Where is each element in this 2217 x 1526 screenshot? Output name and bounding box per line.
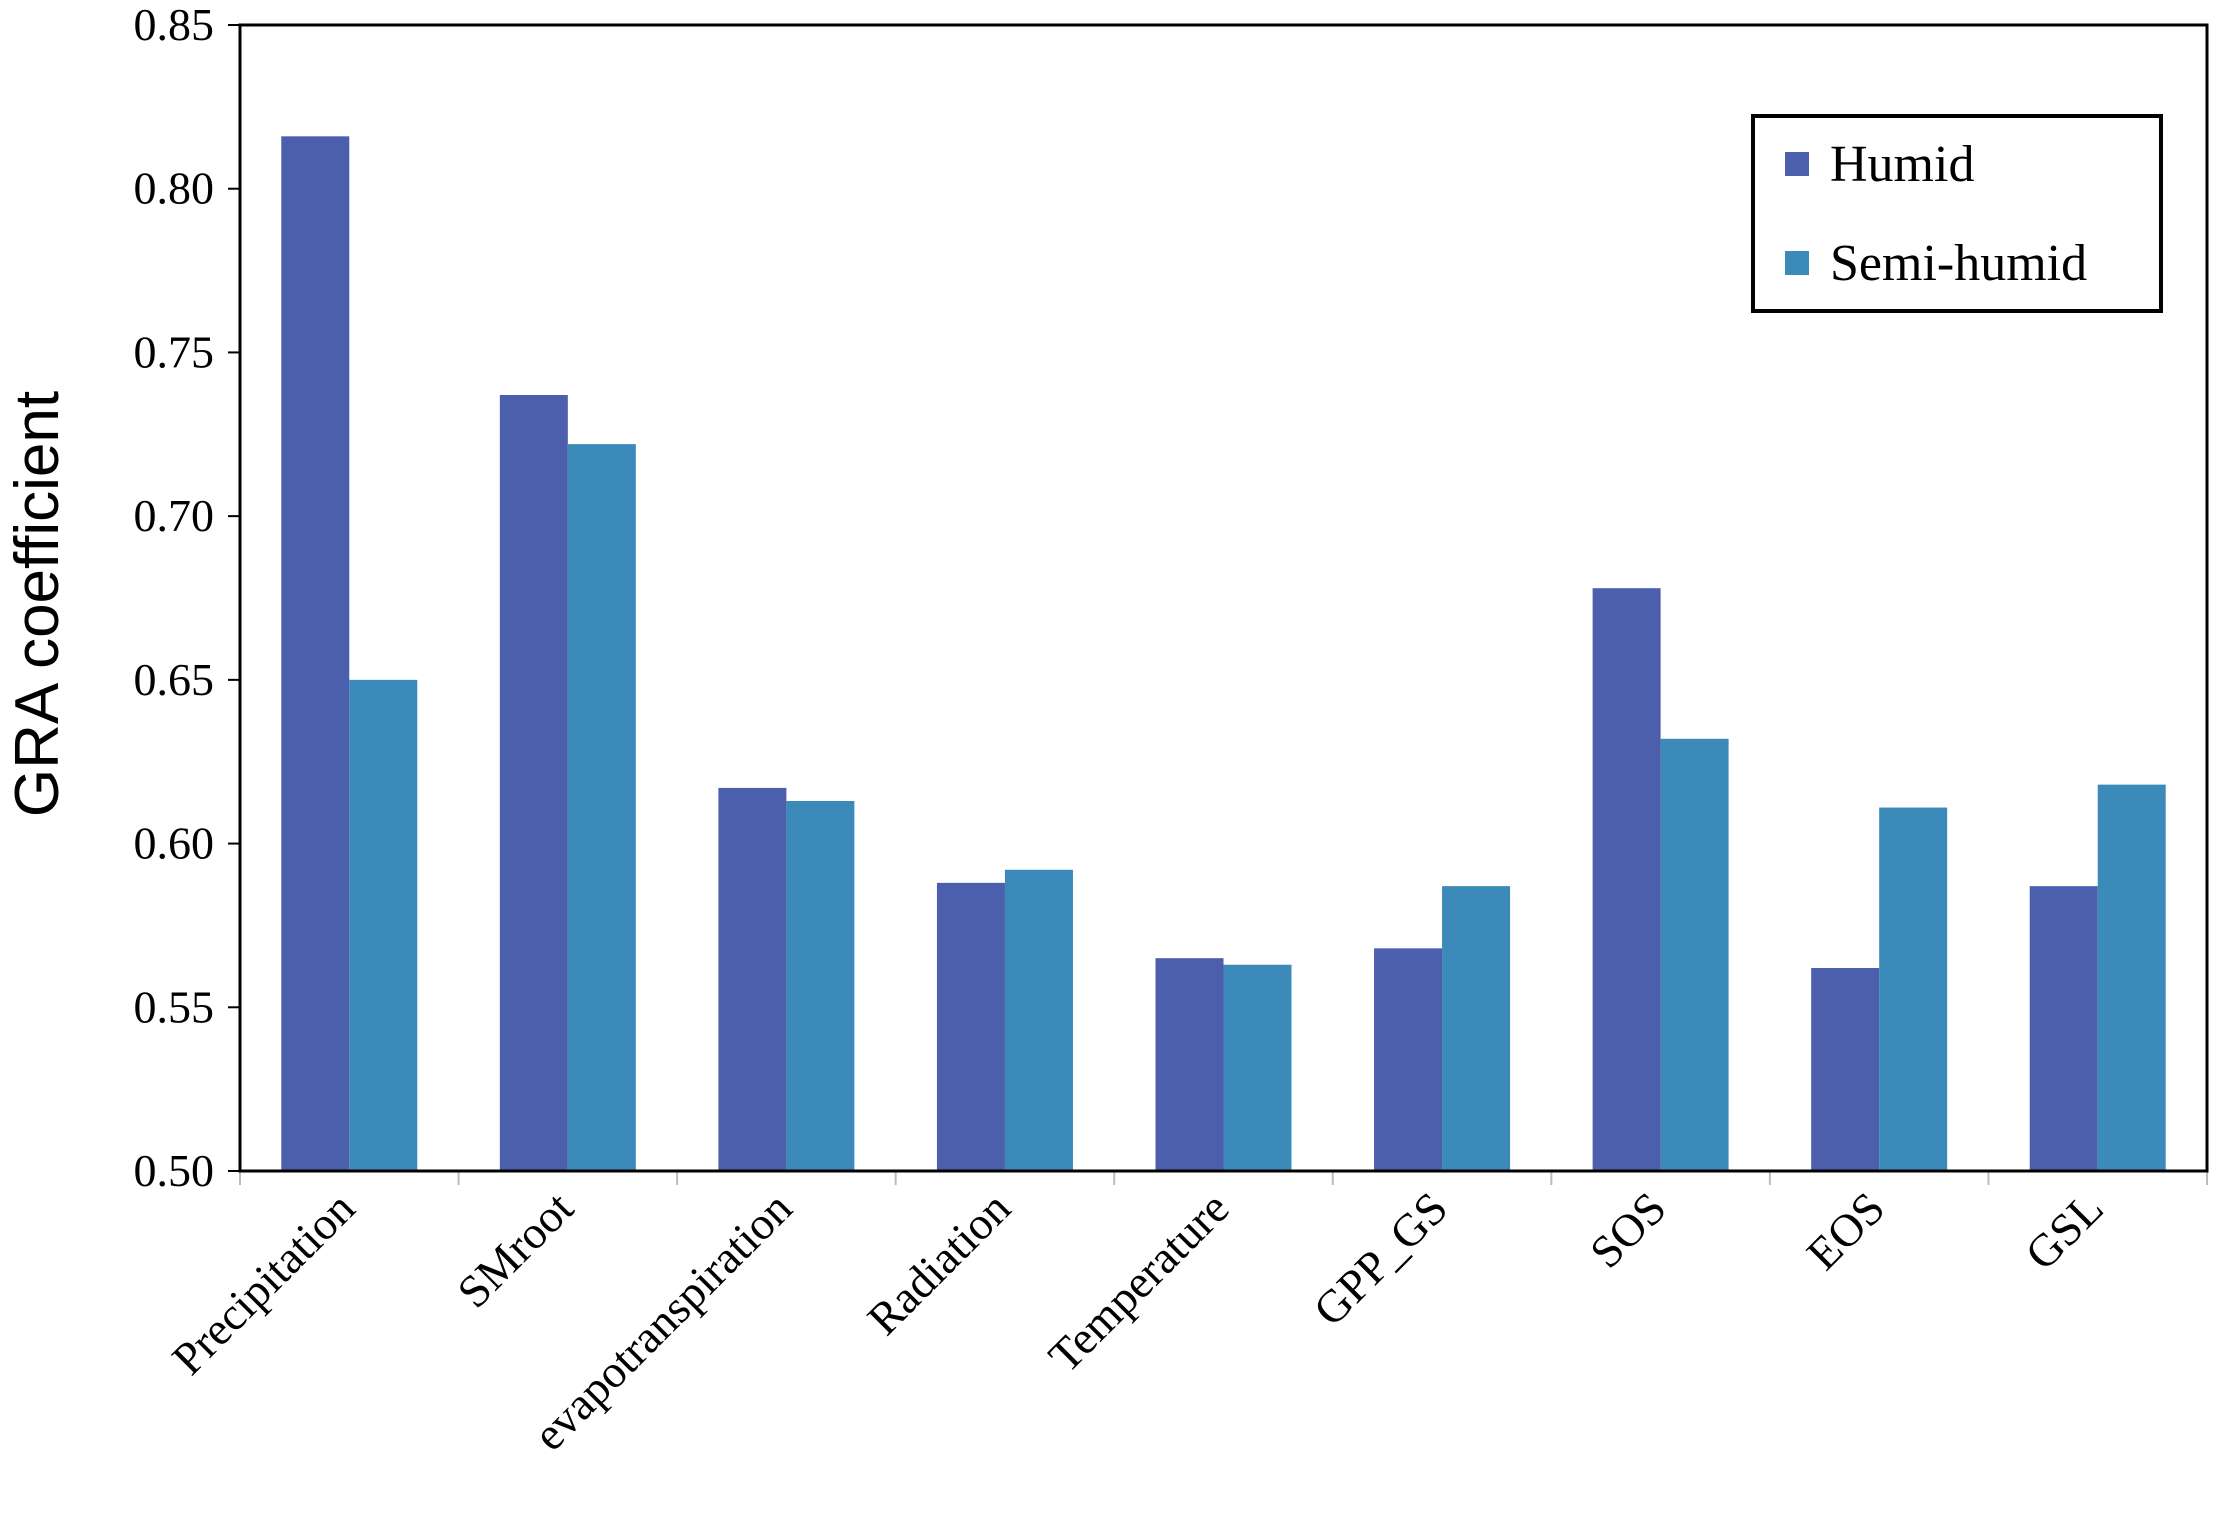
y-tick-label: 0.65: [134, 654, 215, 705]
bar-semi-humid-precipitation: [349, 679, 418, 1171]
bar-humid-gpp-gs: [1374, 948, 1443, 1171]
y-axis-ticks: 0.50 0.55 0.60 0.65 0.70 0.75 0.80 0.85: [134, 0, 240, 1196]
bar-semi-humid-radiation: [1004, 869, 1073, 1171]
bar-semi-humid-eos: [1879, 807, 1948, 1171]
bar-semi-humid-gpp-gs: [1442, 886, 1511, 1171]
bar-semi-humid-temperature: [1223, 964, 1292, 1171]
x-tick-label: GSL: [2015, 1182, 2113, 1280]
x-axis-ticks: [239, 1171, 2208, 1185]
x-tick-label: GPP_GS: [1304, 1182, 1458, 1336]
legend: Humid Semi-humid: [1751, 114, 2163, 313]
bar-humid-smroot: [499, 394, 568, 1172]
y-tick-label: 0.50: [134, 1145, 215, 1196]
bar-semi-humid-smroot: [567, 444, 636, 1171]
bar-humid-eos: [1811, 967, 1880, 1171]
x-tick-label: Temperature: [1039, 1182, 1239, 1382]
x-tick-label: Precipitation: [162, 1182, 364, 1384]
bar-humid-evapotranspiration: [718, 787, 787, 1171]
legend-swatch-humid: [1785, 152, 1809, 176]
x-tick-label: SOS: [1580, 1182, 1676, 1278]
y-tick-label: 0.55: [134, 981, 215, 1032]
legend-swatch-semi-humid: [1785, 251, 1809, 275]
x-tick-label: SMroot: [447, 1182, 583, 1318]
bar-semi-humid-gsl: [2097, 784, 2166, 1171]
legend-label-semi-humid: Semi-humid: [1830, 235, 2087, 292]
y-tick-label: 0.60: [134, 818, 215, 869]
y-tick-label: 0.80: [134, 163, 215, 214]
bar-humid-precipitation: [281, 136, 350, 1172]
bar-semi-humid-evapotranspiration: [786, 801, 855, 1171]
y-tick-label: 0.75: [134, 326, 215, 377]
plot-area-frame: [238, 23, 2209, 1173]
bar-humid-sos: [1592, 588, 1661, 1171]
y-axis-title: GRA coefficient: [3, 391, 72, 817]
bar-humid-radiation: [936, 882, 1005, 1171]
y-tick-label: 0.70: [134, 490, 215, 541]
legend-box: [1751, 114, 2163, 313]
y-tick-label: 0.85: [134, 0, 215, 50]
x-tick-label: EOS: [1797, 1182, 1895, 1280]
legend-label-humid: Humid: [1830, 136, 1974, 193]
bar-humid-temperature: [1155, 958, 1224, 1171]
bars-group: [281, 136, 2166, 1172]
bar-humid-gsl: [2029, 886, 2098, 1171]
bar-semi-humid-sos: [1660, 738, 1729, 1171]
x-tick-label: Radiation: [857, 1182, 1020, 1345]
